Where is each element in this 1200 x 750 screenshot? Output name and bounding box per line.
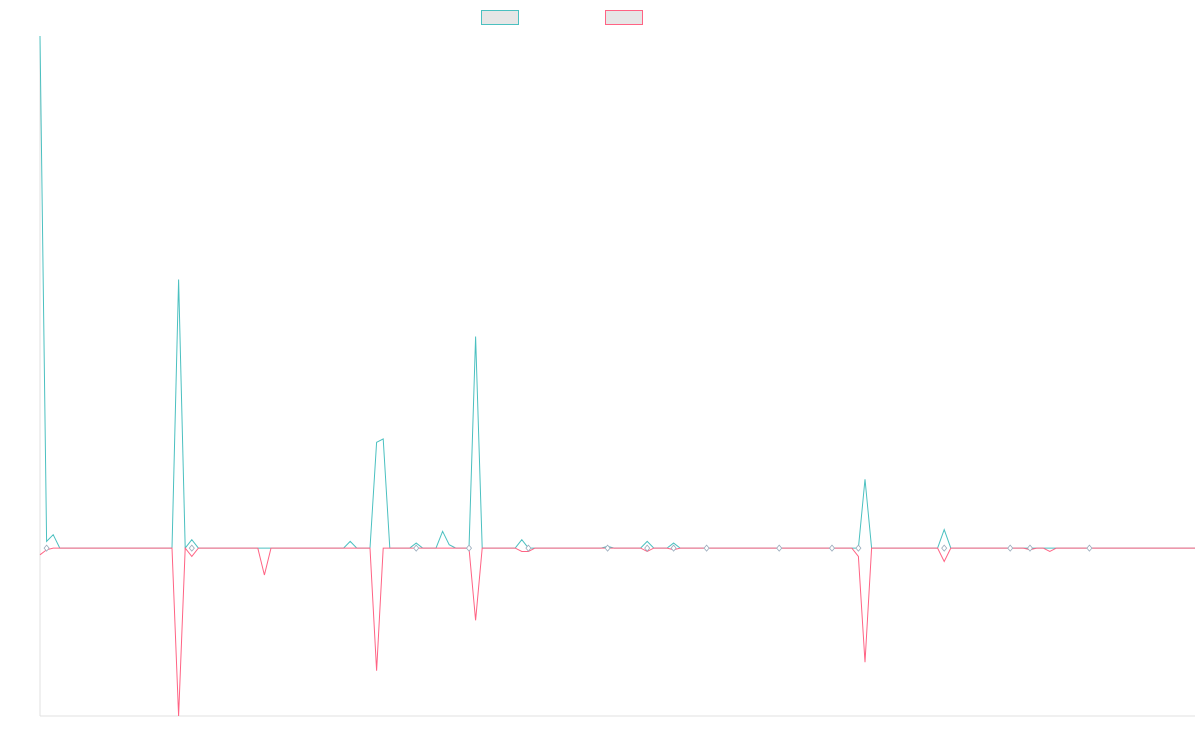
data-point-marker-11 [828, 544, 836, 552]
legend-swatch-series-2[interactable] [605, 10, 643, 25]
data-point-marker-7 [644, 544, 651, 552]
data-point-marker-13 [941, 544, 948, 552]
legend-swatch-series-1[interactable] [481, 10, 519, 25]
data-point-marker-12 [855, 544, 862, 552]
series-line-1 [39, 35, 1195, 550]
data-point-marker-10 [776, 544, 783, 552]
data-point-marker-15 [1026, 544, 1034, 552]
data-point-marker-3 [413, 544, 420, 552]
data-point-marker-4 [465, 544, 473, 552]
data-point-marker-8 [670, 544, 677, 552]
data-point-marker-16 [1086, 544, 1093, 552]
data-point-marker-2 [188, 544, 195, 552]
data-point-marker-14 [1007, 544, 1014, 552]
data-point-marker-6 [604, 544, 611, 552]
series-line-2 [39, 546, 1195, 717]
data-point-marker-1 [43, 544, 50, 552]
data-point-marker-5 [525, 544, 532, 552]
data-point-marker-9 [703, 544, 710, 552]
